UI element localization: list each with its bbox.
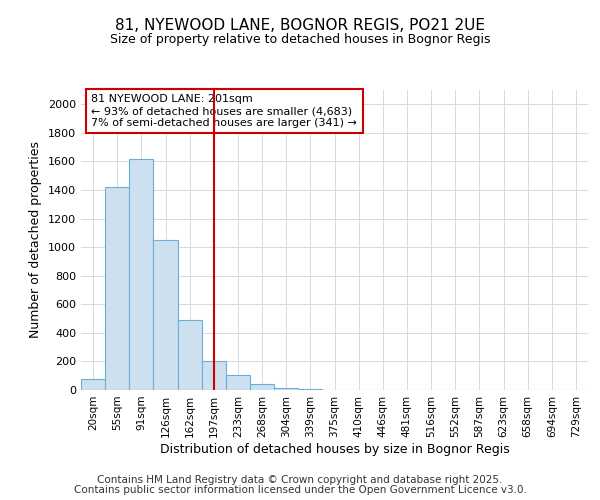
Bar	[81, 378, 105, 390]
Text: 81 NYEWOOD LANE: 201sqm
← 93% of detached houses are smaller (4,683)
7% of semi-: 81 NYEWOOD LANE: 201sqm ← 93% of detache…	[91, 94, 357, 128]
Text: Contains public sector information licensed under the Open Government Licence v3: Contains public sector information licen…	[74, 485, 526, 495]
Y-axis label: Number of detached properties: Number of detached properties	[29, 142, 43, 338]
Bar	[154, 240, 178, 390]
Bar	[226, 375, 250, 390]
Text: 81, NYEWOOD LANE, BOGNOR REGIS, PO21 2UE: 81, NYEWOOD LANE, BOGNOR REGIS, PO21 2UE	[115, 18, 485, 32]
Bar	[105, 187, 129, 390]
Bar	[129, 158, 154, 390]
Bar	[250, 384, 274, 390]
Text: Contains HM Land Registry data © Crown copyright and database right 2025.: Contains HM Land Registry data © Crown c…	[97, 475, 503, 485]
Text: Size of property relative to detached houses in Bognor Regis: Size of property relative to detached ho…	[110, 32, 490, 46]
X-axis label: Distribution of detached houses by size in Bognor Regis: Distribution of detached houses by size …	[160, 442, 509, 456]
Bar	[274, 388, 298, 390]
Bar	[178, 320, 202, 390]
Bar	[202, 362, 226, 390]
